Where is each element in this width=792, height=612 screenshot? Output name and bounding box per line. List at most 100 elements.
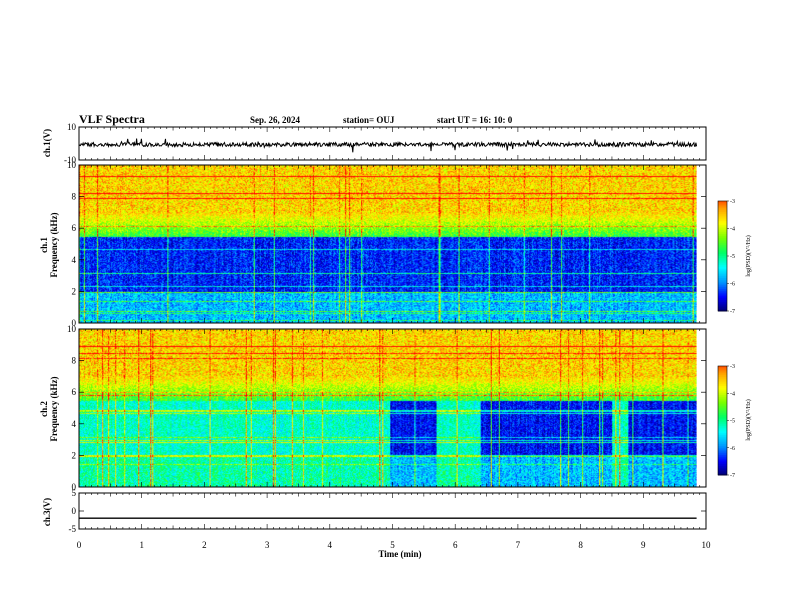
colorbar-segment <box>718 254 727 257</box>
ch2-colorbar: -3 -4 -5 -6 -7 <box>717 364 735 479</box>
colorbar-segment <box>718 300 727 303</box>
x-tick-label: 4 <box>328 540 333 550</box>
colorbar-segment <box>718 416 727 420</box>
colorbar-segment <box>718 429 727 432</box>
colorbar-segment <box>718 221 727 224</box>
ch1-spectrogram-image <box>79 165 697 323</box>
colorbar-segment <box>718 400 727 403</box>
colorbar-segment <box>718 208 727 211</box>
colorbar-segment <box>718 458 727 461</box>
colorbar-segment <box>718 232 727 235</box>
colorbar-segment <box>718 230 727 233</box>
colorbar-segment <box>718 241 727 244</box>
colorbar-segment <box>718 445 727 449</box>
colorbar-segment <box>718 245 727 248</box>
colorbar-tick-label: -3 <box>730 364 735 370</box>
y-tick-label: 0 <box>72 318 77 328</box>
colorbar-segment <box>718 285 727 288</box>
x-tick-label: 6 <box>453 540 458 550</box>
panel-frame <box>78 492 707 530</box>
colorbar-segment <box>718 366 727 369</box>
x-tick-label: 5 <box>390 540 395 550</box>
colorbar-segment <box>718 287 727 290</box>
colorbar-segment <box>718 438 727 441</box>
colorbar-segment <box>718 309 727 312</box>
colorbar-segment <box>718 235 727 239</box>
colorbar-segment <box>718 467 727 471</box>
x-tick-label: 8 <box>578 540 583 550</box>
colorbar-segment <box>718 301 727 305</box>
colorbar-segment <box>718 268 727 272</box>
y-tick-label: 8 <box>72 356 77 366</box>
colorbar-segment <box>718 278 727 281</box>
colorbar-segment <box>718 433 727 436</box>
colorbar-segment <box>718 444 727 447</box>
colorbar-segment <box>718 303 727 306</box>
ch1-waveform-ylabel: ch.1(V) <box>42 129 52 157</box>
x-tick-label: 7 <box>516 540 521 550</box>
colorbar-segment <box>718 376 727 380</box>
station-label: station= OUJ <box>343 115 395 125</box>
y-tick-label: 6 <box>72 223 77 233</box>
colorbar-segment <box>718 447 727 451</box>
colorbar-segment <box>718 267 727 270</box>
colorbar-segment <box>718 396 727 400</box>
colorbar-segment <box>718 384 727 387</box>
ch1-colorbar-label: log(PSD)(V²/Hz) <box>745 235 752 276</box>
colorbar-segment <box>718 385 727 389</box>
colorbar-segment <box>718 402 727 405</box>
colorbar-segment <box>718 270 727 273</box>
colorbar-segment <box>718 409 727 412</box>
colorbar-segment <box>718 465 727 469</box>
x-tick-label: 1 <box>139 540 144 550</box>
colorbar-segment <box>718 274 727 277</box>
colorbar-segment <box>718 469 727 472</box>
colorbar-segment <box>718 369 727 372</box>
colorbar-segment <box>718 252 727 255</box>
colorbar-segment <box>718 250 727 253</box>
y-tick-label: 10 <box>67 122 77 132</box>
start-time-label: start UT = 16: 10: 0 <box>437 115 513 125</box>
x-tick-label: 0 <box>77 540 82 550</box>
colorbar-segment <box>718 473 727 476</box>
colorbar-segment <box>718 382 727 385</box>
colorbar-segment <box>718 373 727 376</box>
colorbar-segment <box>718 435 727 438</box>
figure-title: VLF Spectra <box>79 112 145 126</box>
colorbar-segment <box>718 460 727 463</box>
colorbar-segment <box>718 425 727 429</box>
ch1-colorbar: -3 -4 -5 -6 -7 <box>717 199 735 315</box>
colorbar-segment <box>718 294 727 297</box>
colorbar-segment <box>718 404 727 407</box>
colorbar-segment <box>718 228 727 231</box>
colorbar-tick-label: -6 <box>730 282 735 288</box>
ch1-spectrogram-ylabel-2: Frequency (kHz) <box>49 212 59 277</box>
colorbar-segment <box>718 201 727 204</box>
colorbar-segment <box>718 451 727 454</box>
colorbar-segment <box>718 418 727 421</box>
date-label: Sep. 26, 2024 <box>250 115 301 125</box>
colorbar-segment <box>718 387 727 391</box>
y-tick-label: 6 <box>72 387 77 397</box>
y-tick-label: 10 <box>67 324 77 334</box>
ch1-waveform-line <box>78 138 698 153</box>
ch3-waveform-ylabel: ch.3(V) <box>42 498 52 526</box>
x-tick-label: 9 <box>641 540 646 550</box>
colorbar-segment <box>718 398 727 402</box>
x-axis-label: Time (min) <box>378 549 421 559</box>
colorbar-segment <box>718 234 727 237</box>
colorbar-segment <box>718 226 727 229</box>
ch2-spectrogram-ylabel-1: ch.2 <box>39 401 49 417</box>
y-tick-label: 4 <box>72 419 77 429</box>
colorbar-segment <box>718 276 727 279</box>
ch2-spectrogram-image <box>79 329 697 487</box>
colorbar-segment <box>718 243 727 246</box>
colorbar-segment <box>718 215 727 218</box>
y-tick-label: 0 <box>72 506 77 516</box>
y-tick-label: 5 <box>72 488 77 498</box>
colorbar-segment <box>718 453 727 456</box>
x-tick-label: 2 <box>202 540 207 550</box>
colorbar-segment <box>718 413 727 416</box>
